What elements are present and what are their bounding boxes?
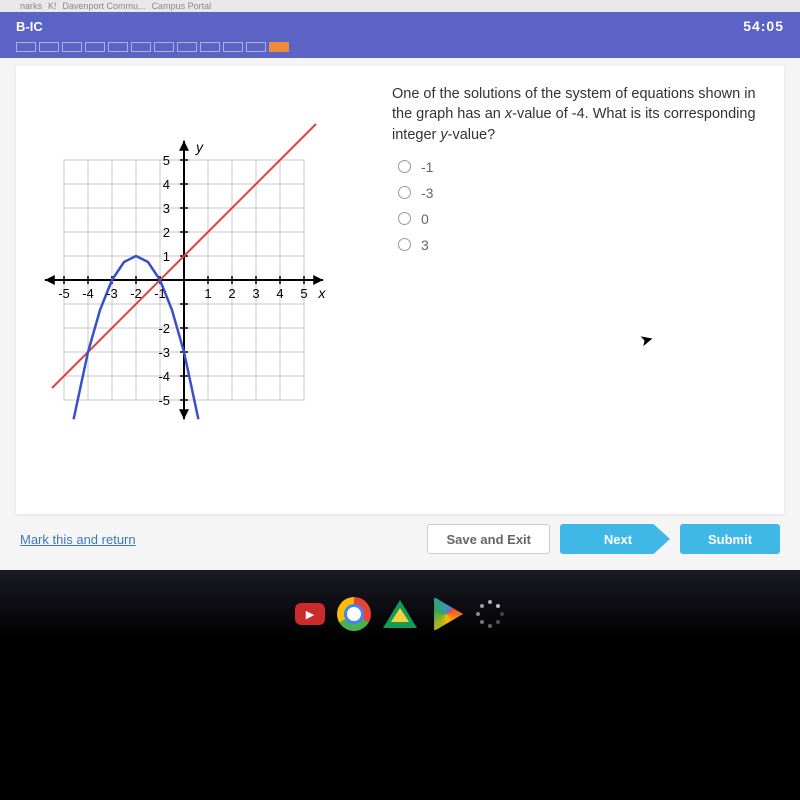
next-button[interactable]: Next (560, 524, 670, 554)
footer-bar: Mark this and return Save and Exit Next … (20, 524, 780, 554)
progress-box[interactable] (269, 42, 289, 52)
loading-icon[interactable] (475, 599, 505, 629)
svg-text:-1: -1 (154, 286, 166, 301)
svg-text:2: 2 (163, 225, 170, 240)
answer-options: -1 -3 0 3 (392, 159, 766, 253)
svg-text:1: 1 (204, 286, 211, 301)
submit-button[interactable]: Submit (680, 524, 780, 554)
radio-icon (398, 160, 411, 173)
progress-box[interactable] (223, 42, 243, 52)
browser-tab[interactable]: Campus Portal (152, 1, 212, 11)
progress-box[interactable] (85, 42, 105, 52)
drive-icon[interactable] (383, 600, 417, 628)
coordinate-graph: -5 -4 -3 -2 -1 1 2 3 4 5 5 4 3 2 1 -2 -3 -4 -5 y x (34, 80, 354, 480)
option-c[interactable]: 0 (398, 211, 766, 227)
taskbar: ▶ (0, 590, 800, 638)
option-d[interactable]: 3 (398, 237, 766, 253)
svg-text:2: 2 (228, 286, 235, 301)
radio-icon (398, 238, 411, 251)
option-label: 3 (421, 237, 429, 253)
option-b[interactable]: -3 (398, 185, 766, 201)
progress-box[interactable] (131, 42, 151, 52)
svg-text:-3: -3 (158, 345, 170, 360)
play-store-icon[interactable] (429, 597, 463, 631)
graph-pane: -5 -4 -3 -2 -1 1 2 3 4 5 5 4 3 2 1 -2 -3 -4 -5 y x (34, 80, 374, 500)
svg-text:5: 5 (300, 286, 307, 301)
svg-text:-4: -4 (158, 369, 170, 384)
svg-text:5: 5 (163, 153, 170, 168)
browser-tab[interactable]: narks (20, 1, 42, 11)
svg-text:4: 4 (163, 177, 170, 192)
progress-box[interactable] (200, 42, 220, 52)
svg-text:-4: -4 (82, 286, 94, 301)
mark-return-link[interactable]: Mark this and return (20, 532, 136, 547)
svg-text:3: 3 (252, 286, 259, 301)
question-progress (0, 40, 800, 58)
question-text-pane: One of the solutions of the system of eq… (374, 80, 766, 500)
svg-text:4: 4 (276, 286, 283, 301)
svg-text:-3: -3 (106, 286, 118, 301)
question-prompt: One of the solutions of the system of eq… (392, 84, 766, 145)
svg-text:1: 1 (163, 249, 170, 264)
option-label: -1 (421, 159, 433, 175)
progress-box[interactable] (62, 42, 82, 52)
timer: 54:05 (743, 18, 784, 34)
course-title: B-IC (16, 19, 43, 34)
save-exit-button[interactable]: Save and Exit (427, 524, 550, 554)
browser-tab[interactable]: Davenport Commu... (63, 1, 146, 11)
radio-icon (398, 186, 411, 199)
option-label: -3 (421, 185, 433, 201)
youtube-icon[interactable]: ▶ (295, 603, 325, 625)
progress-box[interactable] (154, 42, 174, 52)
svg-text:-5: -5 (158, 393, 170, 408)
cursor-icon: ➤ (638, 329, 656, 352)
svg-text:3: 3 (163, 201, 170, 216)
svg-text:y: y (195, 139, 204, 155)
progress-box[interactable] (177, 42, 197, 52)
svg-text:-2: -2 (130, 286, 142, 301)
radio-icon (398, 212, 411, 225)
chrome-icon[interactable] (337, 597, 371, 631)
svg-text:x: x (317, 285, 326, 301)
prompt-text: -value? (448, 127, 496, 143)
option-label: 0 (421, 211, 429, 227)
browser-tabs-bar: narks K! Davenport Commu... Campus Porta… (0, 0, 800, 12)
question-panel: -5 -4 -3 -2 -1 1 2 3 4 5 5 4 3 2 1 -2 -3 -4 -5 y x One of th… (16, 66, 784, 514)
progress-box[interactable] (16, 42, 36, 52)
progress-box[interactable] (246, 42, 266, 52)
svg-text:-5: -5 (58, 286, 70, 301)
progress-box[interactable] (108, 42, 128, 52)
option-a[interactable]: -1 (398, 159, 766, 175)
svg-text:-2: -2 (158, 321, 170, 336)
progress-box[interactable] (39, 42, 59, 52)
prompt-var: y (440, 127, 447, 143)
app-header: B-IC 54:05 (0, 12, 800, 40)
browser-tab[interactable]: K! (48, 1, 57, 11)
